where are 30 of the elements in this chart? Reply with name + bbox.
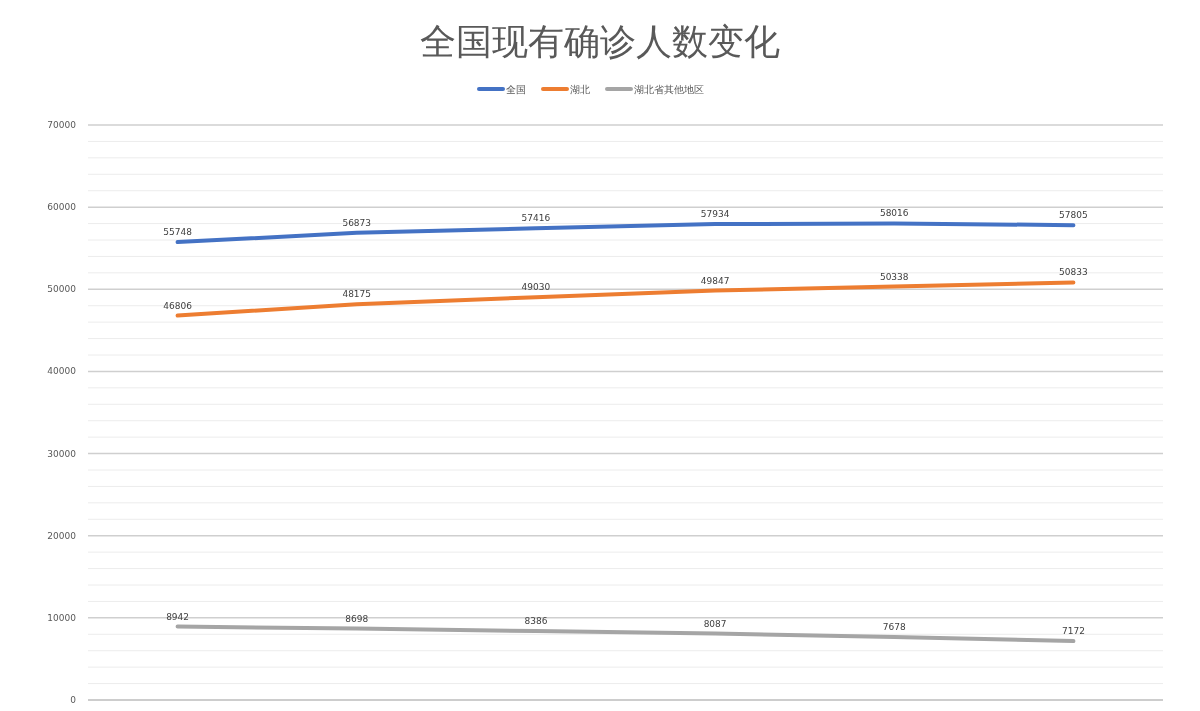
data-label: 8942 — [166, 611, 190, 622]
y-tick-label: 50000 — [47, 284, 77, 295]
chart-title: 全国现有确诊人数变化 — [420, 21, 780, 62]
data-label: 8698 — [345, 613, 369, 624]
data-label: 55748 — [163, 227, 193, 238]
data-label: 7172 — [1061, 626, 1085, 637]
y-tick-label: 0 — [70, 695, 77, 705]
legend-label: 全国 — [506, 84, 526, 95]
data-label: 7678 — [882, 621, 906, 632]
y-tick-label: 10000 — [47, 612, 77, 623]
y-tick-label: 30000 — [47, 448, 77, 459]
data-label: 8386 — [524, 616, 548, 627]
data-label: 48175 — [342, 289, 372, 300]
data-label: 57416 — [521, 213, 551, 224]
data-label: 46806 — [163, 300, 193, 311]
legend-label: 湖北 — [570, 84, 590, 95]
data-label: 57934 — [700, 209, 730, 220]
y-tick-label: 40000 — [47, 366, 77, 377]
data-label: 57805 — [1059, 210, 1088, 221]
data-label: 8087 — [703, 618, 727, 629]
data-label: 58016 — [879, 208, 909, 219]
y-tick-label: 20000 — [47, 530, 77, 541]
data-label: 50338 — [879, 271, 909, 282]
data-label: 56873 — [342, 217, 372, 228]
legend-label: 湖北省其他地区 — [634, 84, 704, 95]
data-label: 49847 — [700, 275, 730, 286]
data-label: 50833 — [1059, 267, 1088, 278]
y-tick-label: 70000 — [47, 120, 77, 130]
data-label: 49030 — [521, 282, 551, 293]
y-tick-label: 60000 — [47, 202, 77, 213]
